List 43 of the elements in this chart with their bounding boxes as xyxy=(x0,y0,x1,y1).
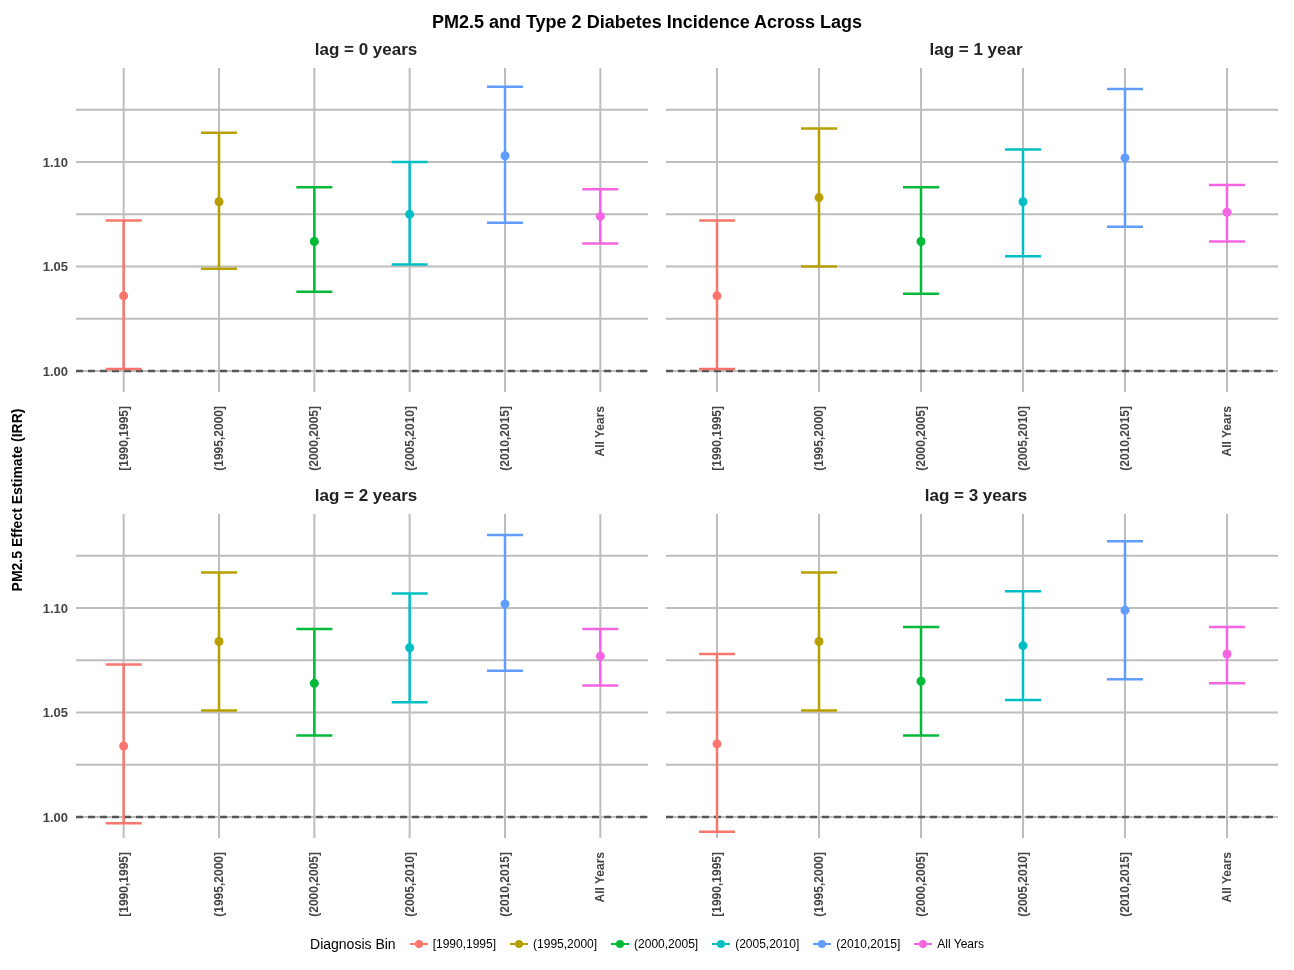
x-tick-label: (2000,2005] xyxy=(914,406,928,471)
x-tick-label: (2010,2015] xyxy=(1118,406,1132,471)
x-tick-label: All Years xyxy=(593,405,608,457)
x-tick-label: All Years xyxy=(1220,405,1234,457)
legend-label: (2000,2005] xyxy=(634,937,699,951)
chart-title: PM2.5 and Type 2 Diabetes Incidence Across Lags xyxy=(430,11,864,34)
x-tick-label: All Years xyxy=(593,851,608,903)
y-tick-label: 1.05 xyxy=(42,259,68,275)
legend-title: Diagnosis Bin xyxy=(310,936,396,952)
legend-label: (2010,2015] xyxy=(836,937,901,951)
x-tick-label: (2005,2010] xyxy=(1016,852,1030,917)
x-tick-label: [1990,1995] xyxy=(116,852,131,917)
x-tick-label: (1995,2000] xyxy=(212,406,226,471)
chart-subtitle: lag = 1 year xyxy=(928,40,1024,61)
y-tick-label: 1.00 xyxy=(42,809,68,825)
chart-subtitle: lag = 0 years xyxy=(313,40,419,61)
legend-label: (2005,2010] xyxy=(735,937,800,951)
legend-label: [1990,1995] xyxy=(432,937,497,951)
x-tick-label: (2000,2005] xyxy=(914,852,928,917)
y-tick-label: 1.05 xyxy=(42,705,68,721)
x-tick-label: [1990,1995] xyxy=(710,406,724,471)
chart-subtitle: lag = 2 years xyxy=(313,486,419,507)
x-tick-label: [1990,1995] xyxy=(710,852,724,917)
legend-label: (1995,2000] xyxy=(533,937,598,951)
legend-label: All Years xyxy=(937,937,984,951)
x-tick-label: (1995,2000] xyxy=(812,852,826,917)
y-tick-label: 1.10 xyxy=(42,154,68,170)
x-tick-label: All Years xyxy=(1220,851,1234,903)
x-tick-label: (2010,2015] xyxy=(498,852,512,917)
y-axis-title: PM2.5 Effect Estimate (IRR) xyxy=(9,408,25,592)
chart-subtitle: lag = 3 years xyxy=(923,486,1029,507)
x-tick-label: (2000,2005] xyxy=(307,406,322,471)
x-tick-label: [1990,1995] xyxy=(116,406,131,471)
x-tick-label: (1995,2000] xyxy=(812,406,826,471)
x-tick-label: (1995,2000] xyxy=(212,852,226,917)
y-tick-label: 1.10 xyxy=(42,600,68,616)
y-tick-label: 1.00 xyxy=(42,363,68,379)
x-tick-label: (2005,2010] xyxy=(402,406,417,471)
x-tick-label: (2005,2010] xyxy=(402,852,417,917)
x-tick-label: (2000,2005] xyxy=(307,852,322,917)
x-tick-label: (2010,2015] xyxy=(498,406,512,471)
x-tick-label: (2010,2015] xyxy=(1118,852,1132,917)
x-tick-label: (2005,2010] xyxy=(1016,406,1030,471)
